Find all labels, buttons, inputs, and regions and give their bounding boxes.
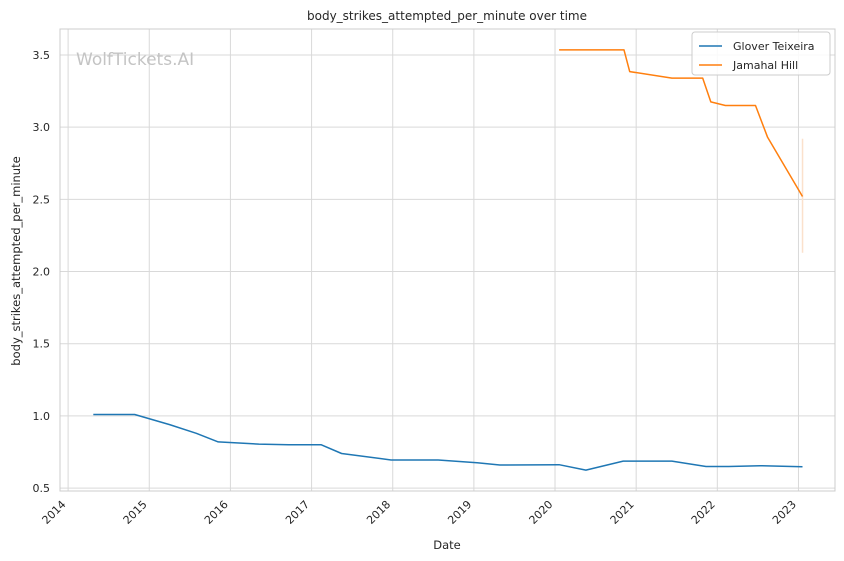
chart-title: body_strikes_attempted_per_minute over t… bbox=[307, 9, 587, 23]
legend-entry-label: Jamahal Hill bbox=[732, 59, 798, 72]
y-tick-label: 1.5 bbox=[33, 338, 51, 351]
y-tick-label: 2.5 bbox=[33, 193, 51, 206]
y-axis-label: body_strikes_attempted_per_minute bbox=[9, 156, 23, 365]
grid-lines bbox=[60, 29, 835, 491]
y-tick-label: 2.0 bbox=[33, 266, 51, 279]
y-tick-label: 3.5 bbox=[33, 49, 51, 62]
legend-box bbox=[691, 31, 831, 76]
watermark-text: WolfTickets.AI bbox=[76, 50, 194, 70]
legend-entry-label: Glover Teixeira bbox=[733, 40, 815, 53]
y-tick-label: 3.0 bbox=[33, 121, 51, 134]
plot-frame bbox=[59, 28, 836, 492]
y-tick-labels: 0.5 1.0 1.5 2.0 2.5 3.0 3.5 bbox=[33, 49, 51, 495]
legend-items: Glover Teixeira Jamahal Hill bbox=[699, 40, 815, 72]
x-axis-label: Date bbox=[433, 538, 461, 552]
legend: Glover Teixeira Jamahal Hill bbox=[691, 31, 831, 76]
series-lines bbox=[93, 49, 804, 471]
series-line-2 bbox=[559, 49, 804, 197]
series-line-1 bbox=[93, 413, 803, 471]
y-tick-label: 0.5 bbox=[33, 482, 51, 495]
y-tick-label: 1.0 bbox=[33, 410, 51, 423]
